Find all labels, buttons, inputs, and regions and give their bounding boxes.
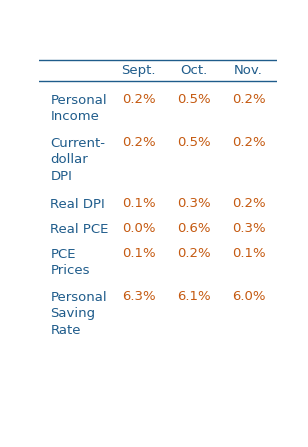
- Text: Personal
Income: Personal Income: [51, 94, 107, 123]
- Text: 0.3%: 0.3%: [177, 197, 210, 210]
- Text: Nov.: Nov.: [234, 64, 263, 77]
- Text: 6.0%: 6.0%: [232, 290, 265, 303]
- Text: 0.5%: 0.5%: [177, 93, 210, 105]
- Text: 0.1%: 0.1%: [122, 197, 156, 210]
- Text: 0.6%: 0.6%: [177, 222, 210, 235]
- Text: 0.1%: 0.1%: [122, 247, 156, 260]
- Text: 0.0%: 0.0%: [122, 222, 156, 235]
- Text: PCE
Prices: PCE Prices: [51, 248, 90, 277]
- Text: 6.3%: 6.3%: [122, 290, 156, 303]
- Text: 0.1%: 0.1%: [232, 247, 265, 260]
- Text: 6.1%: 6.1%: [177, 290, 210, 303]
- Text: Real DPI: Real DPI: [51, 198, 105, 211]
- Text: Oct.: Oct.: [180, 64, 207, 77]
- Text: 0.2%: 0.2%: [177, 247, 210, 260]
- Text: Real PCE: Real PCE: [51, 223, 109, 236]
- Text: Current-
dollar
DPI: Current- dollar DPI: [51, 137, 105, 183]
- Text: 0.5%: 0.5%: [177, 136, 210, 149]
- Text: 0.2%: 0.2%: [122, 93, 156, 105]
- Text: 0.2%: 0.2%: [232, 93, 265, 105]
- Text: Personal
Saving
Rate: Personal Saving Rate: [51, 291, 107, 337]
- Text: 0.2%: 0.2%: [232, 136, 265, 149]
- Text: 0.3%: 0.3%: [232, 222, 265, 235]
- Text: 0.2%: 0.2%: [122, 136, 156, 149]
- Text: Sept.: Sept.: [121, 64, 156, 77]
- Text: 0.2%: 0.2%: [232, 197, 265, 210]
